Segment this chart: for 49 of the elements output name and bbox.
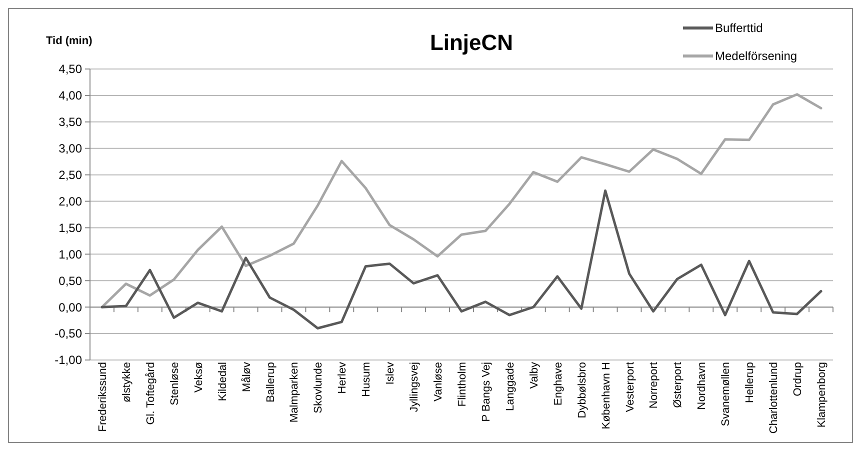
x-tick-label: Norreport — [648, 362, 660, 408]
x-tick-label: Valby — [528, 362, 540, 389]
x-tick-label: Flintholm — [456, 362, 468, 407]
x-tick-label: P Bangs Vej — [480, 362, 492, 422]
y-tick-label: 0,50 — [58, 274, 82, 288]
x-tick-label: Husum — [360, 362, 373, 397]
legend-label: Bufferttid — [715, 21, 763, 36]
x-tick-label: Svanemøllen — [720, 362, 732, 426]
x-tick-label: Frederikssund — [96, 362, 109, 432]
y-tick-label: 1,00 — [58, 247, 82, 262]
x-tick-label: Islev — [384, 362, 397, 385]
x-tick-label: Gl. Toftegård — [144, 362, 157, 425]
x-tick-label: Klampenborg — [816, 362, 828, 428]
x-tick-label: Stenløse — [168, 362, 181, 406]
legend-label: Medelförsening — [715, 49, 798, 64]
x-tick-label: Nordhavn — [696, 362, 708, 410]
y-axis-title: Tid (min) — [46, 35, 93, 47]
x-tick-label: Jyllingsvej — [408, 362, 421, 412]
y-tick-label: 2,00 — [58, 194, 82, 208]
x-tick-label: Ballerup — [264, 362, 277, 402]
x-tick-label: ølstykke — [120, 362, 133, 402]
x-tick-label: Langgade — [504, 362, 516, 411]
x-tick-label: Ordrup — [792, 362, 804, 396]
x-tick-label: Måløv — [240, 362, 253, 392]
line-series — [100, 189, 822, 330]
y-tick-label: 3,00 — [58, 142, 82, 156]
x-tick-label: Vesterport — [624, 362, 636, 412]
x-tick-label: Østerport — [672, 362, 684, 408]
x-tick-label: Dybbølsbro — [576, 362, 588, 418]
x-tick-label: Enghave — [552, 362, 564, 406]
y-tick-label: -1,00 — [54, 353, 82, 368]
x-tick-label: Herlev — [336, 362, 349, 394]
x-tick-label: Veksø — [192, 362, 205, 393]
x-tick-label: Skovlunde — [312, 362, 325, 414]
y-tick-label: 0,00 — [58, 300, 82, 314]
y-tick-label: 4,50 — [58, 62, 82, 76]
x-tick-label: København H — [600, 362, 612, 430]
x-tick-label: Hellerup — [744, 362, 756, 403]
x-tick-label: Kildedal — [216, 362, 229, 402]
line-series — [100, 93, 822, 308]
x-tick-label: Charlottenlund — [768, 362, 780, 434]
y-tick-label: 2,50 — [58, 168, 82, 182]
y-tick-label: 4,00 — [58, 88, 82, 103]
y-tick-label: 1,50 — [58, 220, 82, 235]
y-tick-label: 3,50 — [58, 115, 82, 130]
y-tick-label: -0,50 — [54, 326, 82, 341]
x-tick-label: Malmparken — [288, 362, 301, 423]
x-tick-label: Vanløse — [432, 362, 445, 402]
chart-title: LinjeCN — [430, 30, 514, 55]
